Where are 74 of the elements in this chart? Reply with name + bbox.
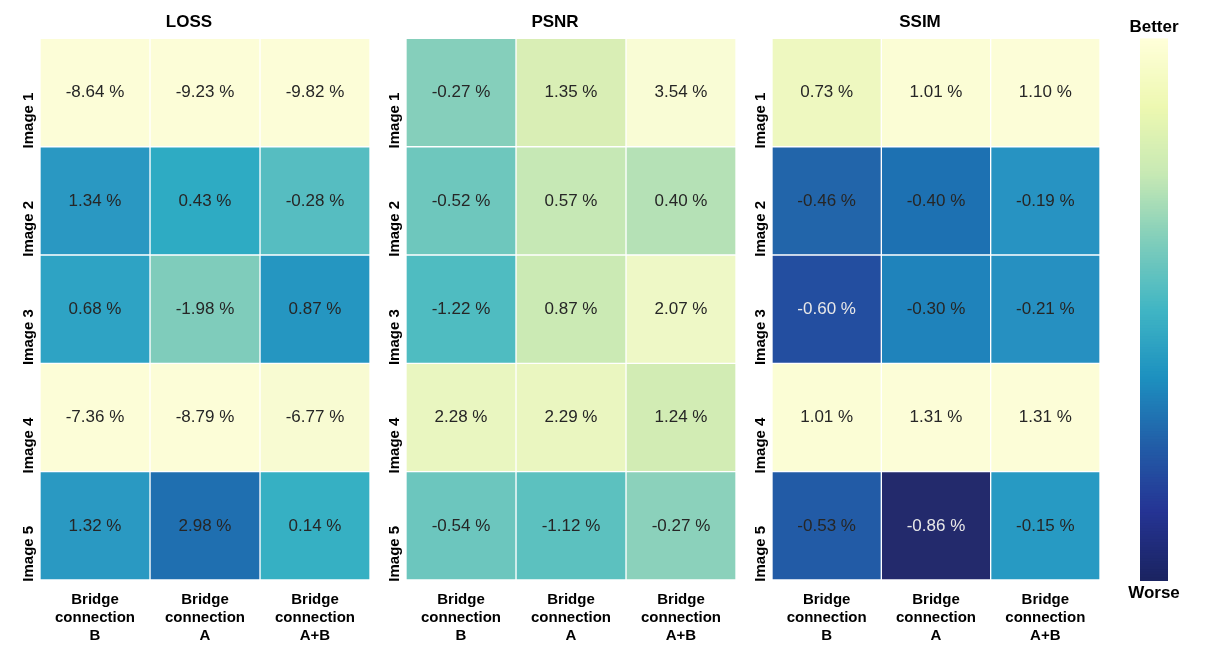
data-label: -0.53 % xyxy=(797,515,856,535)
data-label: 2.98 % xyxy=(178,515,232,535)
y-tick-label: Image 4 xyxy=(385,416,403,474)
data-label: -0.52 % xyxy=(431,190,491,210)
data-label: -1.98 % xyxy=(175,298,235,318)
data-label: -0.27 % xyxy=(431,82,491,102)
data-label: -6.77 % xyxy=(285,407,345,427)
data-label: -0.30 % xyxy=(906,298,966,318)
y-tick-label: Image 3 xyxy=(19,309,37,366)
data-label: 2.28 % xyxy=(434,407,488,427)
data-label: -0.21 % xyxy=(1016,298,1075,318)
x-tick-label: Bridge connection A xyxy=(164,590,246,644)
data-label: 1.32 % xyxy=(68,515,122,535)
y-tick-label: Image 2 xyxy=(751,200,769,257)
data-label: -9.82 % xyxy=(285,82,345,102)
x-tick-label: Bridge connection A xyxy=(530,590,612,644)
y-tick-label: Image 5 xyxy=(751,525,769,582)
x-tick-label: Bridge connection A+B xyxy=(640,590,722,644)
data-label: 1.10 % xyxy=(1018,82,1072,102)
data-label: -8.64 % xyxy=(65,82,125,102)
x-tick-label: Bridge connection A+B xyxy=(1005,590,1086,644)
y-tick-label: Image 3 xyxy=(385,309,403,366)
data-label: 1.34 % xyxy=(68,190,122,210)
data-label: 1.01 % xyxy=(909,82,963,102)
y-tick-label: Image 2 xyxy=(19,200,37,257)
data-label: -1.12 % xyxy=(541,515,601,535)
x-tick-label: Bridge connection B xyxy=(54,590,136,644)
data-label: 0.40 % xyxy=(654,190,708,210)
x-tick-label: Bridge connection A xyxy=(895,590,977,644)
data-label: -9.23 % xyxy=(175,82,235,102)
data-label: 2.07 % xyxy=(654,298,708,318)
data-label: 0.43 % xyxy=(178,190,232,210)
data-label: 3.54 % xyxy=(654,82,708,102)
data-label: 0.87 % xyxy=(544,298,598,318)
data-label: 1.31 % xyxy=(1018,407,1072,427)
y-tick-label: Image 4 xyxy=(751,416,769,474)
x-tick-label: Bridge connection B xyxy=(786,590,867,644)
data-label: -0.27 % xyxy=(651,515,711,535)
y-tick-label: Image 1 xyxy=(751,92,769,149)
data-label: -0.19 % xyxy=(1016,190,1075,210)
data-label: -0.46 % xyxy=(797,190,856,210)
data-label: -1.22 % xyxy=(431,298,491,318)
data-label: -8.79 % xyxy=(175,407,235,427)
x-tick-label: Bridge connection B xyxy=(420,590,502,644)
text: Better xyxy=(1129,16,1179,36)
y-tick-label: Image 1 xyxy=(19,92,37,149)
y-tick-label: Image 5 xyxy=(385,525,403,582)
data-label: 0.68 % xyxy=(68,298,122,318)
chart-title: LOSS xyxy=(165,11,213,31)
text: Worse xyxy=(1128,583,1180,603)
data-label: -0.86 % xyxy=(906,515,966,535)
y-tick-label: Image 1 xyxy=(385,92,403,149)
data-label: -0.15 % xyxy=(1016,515,1075,535)
x-tick-label: Bridge connection A+B xyxy=(274,590,356,644)
data-label: 1.24 % xyxy=(654,407,708,427)
data-label: 0.73 % xyxy=(800,82,854,102)
data-label: 0.57 % xyxy=(544,190,598,210)
data-label: -0.40 % xyxy=(906,190,966,210)
data-label: 1.31 % xyxy=(909,407,963,427)
data-label: 0.14 % xyxy=(288,515,342,535)
y-tick-label: Image 4 xyxy=(19,416,37,474)
data-label: 0.87 % xyxy=(288,298,342,318)
data-label: -0.28 % xyxy=(285,190,345,210)
y-tick-label: Image 3 xyxy=(751,309,769,366)
data-label: 2.29 % xyxy=(544,407,598,427)
data-label: -7.36 % xyxy=(65,407,125,427)
y-tick-label: Image 5 xyxy=(19,525,37,582)
chart-title: SSIM xyxy=(899,11,941,31)
y-tick-label: Image 2 xyxy=(385,200,403,257)
data-label: 1.35 % xyxy=(544,82,598,102)
chart-title: PSNR xyxy=(531,11,579,31)
data-label: -0.60 % xyxy=(797,298,856,318)
data-label: -0.54 % xyxy=(431,515,491,535)
data-label: 1.01 % xyxy=(800,407,854,427)
